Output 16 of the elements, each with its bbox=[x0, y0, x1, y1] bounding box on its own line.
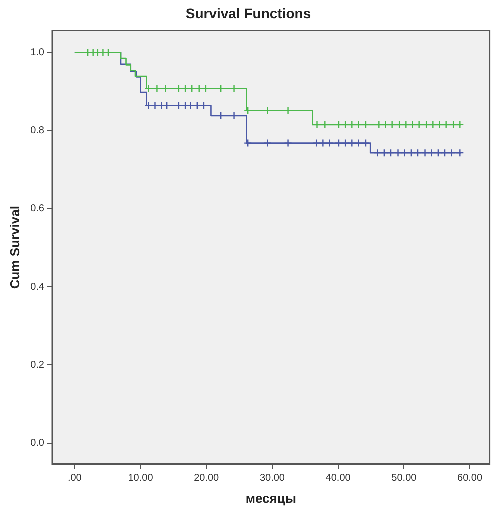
x-tick-label: 50.00 bbox=[392, 473, 418, 484]
y-tick-label: 0.0 bbox=[30, 438, 45, 450]
x-tick-label: 10.00 bbox=[128, 473, 154, 484]
y-tick-label: 0.2 bbox=[30, 360, 45, 371]
x-axis-title: месяцы bbox=[246, 490, 296, 506]
x-tick-label: .00 bbox=[68, 473, 82, 484]
chart-title: Survival Functions bbox=[186, 5, 312, 22]
x-tick-label: 20.00 bbox=[194, 473, 220, 484]
y-tick-label: 0.8 bbox=[30, 126, 45, 137]
x-tick-label: 40.00 bbox=[326, 473, 352, 484]
y-tick-label: 0.4 bbox=[30, 282, 45, 293]
x-tick-label: 30.00 bbox=[260, 473, 286, 484]
y-axis-title: Cum Survival bbox=[7, 206, 22, 290]
x-tick-label: 60.00 bbox=[458, 473, 483, 484]
y-tick-label: 1.0 bbox=[30, 47, 45, 58]
y-tick-label: 0.6 bbox=[30, 204, 45, 215]
